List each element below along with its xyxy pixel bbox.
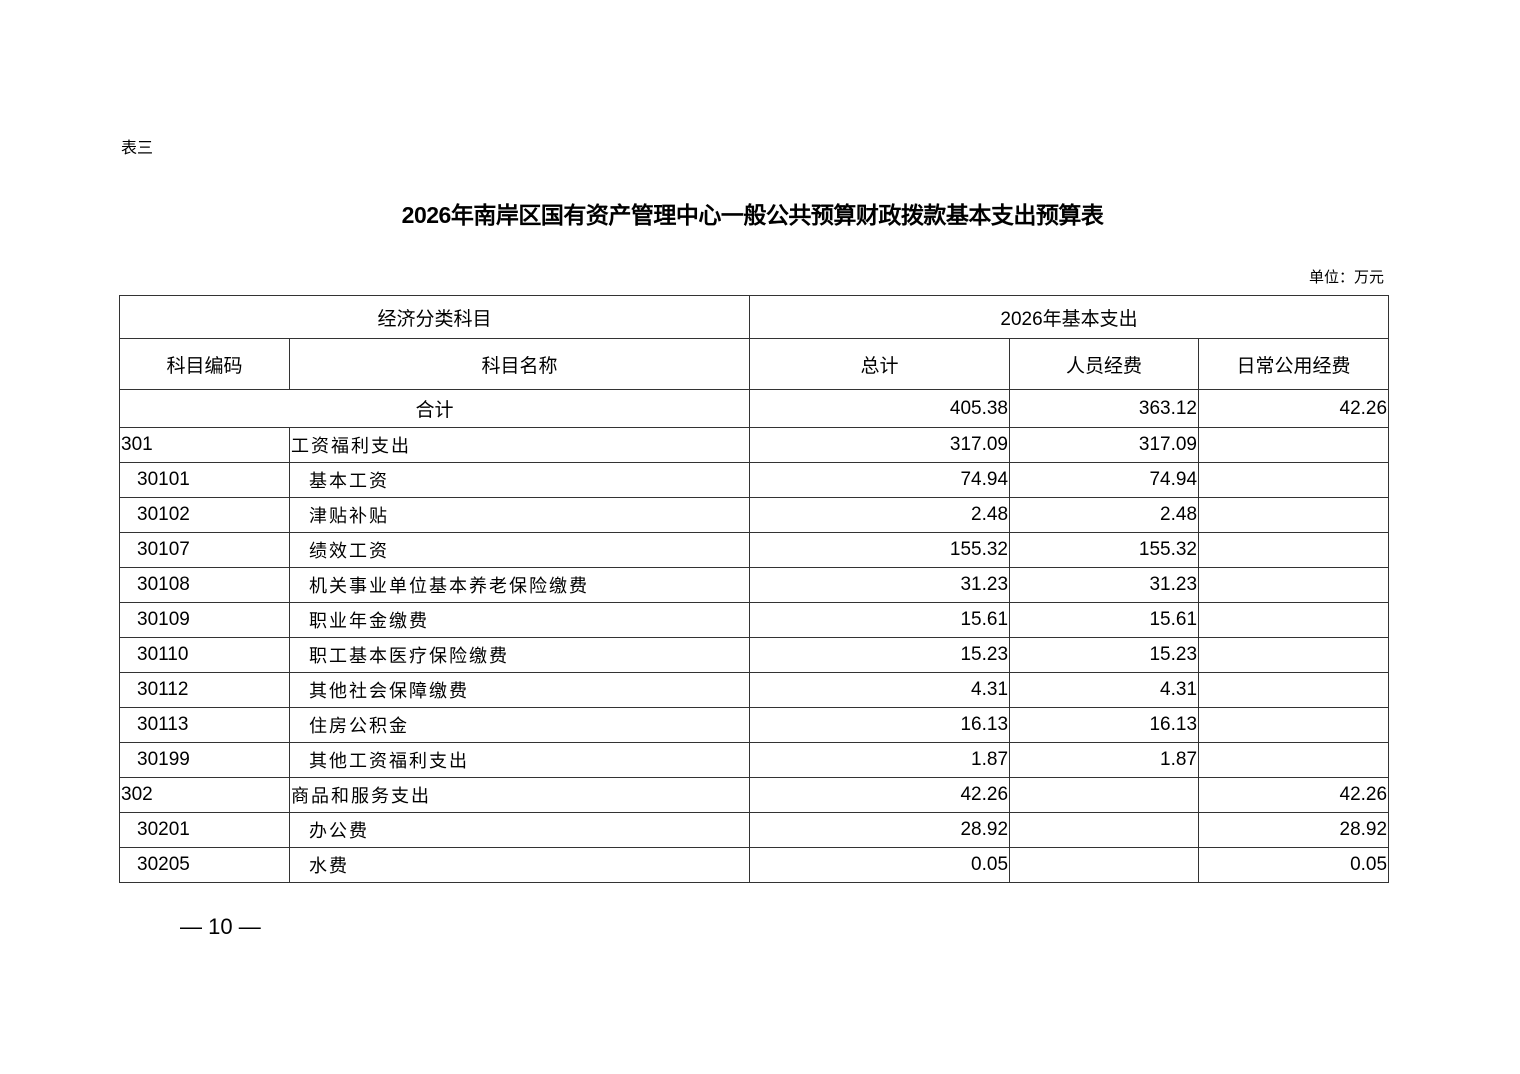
row-public <box>1198 672 1390 708</box>
row-personnel: 31.23 <box>1009 567 1200 603</box>
table-row: 30110 职工基本医疗保险缴费 15.23 15.23 <box>119 637 1390 673</box>
row-name: 绩效工资 <box>288 532 751 568</box>
row-total: 15.23 <box>749 637 1011 673</box>
row-code: 30110 <box>119 637 290 673</box>
header-personnel: 人员经费 <box>1009 338 1200 390</box>
row-name: 商品和服务支出 <box>288 777 751 813</box>
row-public: 28.92 <box>1198 812 1390 848</box>
row-code: 30109 <box>119 602 290 638</box>
row-public <box>1198 462 1390 498</box>
row-total: 2.48 <box>749 497 1011 533</box>
page-number: — 10 — <box>180 914 261 939</box>
row-public <box>1198 637 1390 673</box>
table-row: 30102 津贴补贴 2.48 2.48 <box>119 497 1390 533</box>
row-name: 职工基本医疗保险缴费 <box>288 637 751 673</box>
table-row: 30112 其他社会保障缴费 4.31 4.31 <box>119 672 1390 708</box>
row-total: 15.61 <box>749 602 1011 638</box>
unit-label: 单位：万元 <box>1308 268 1384 286</box>
budget-table: 经济分类科目 2026年基本支出 科目编码 科目名称 总计 人员经费 日常公用经… <box>118 295 1390 883</box>
row-name: 水费 <box>288 847 751 883</box>
row-personnel: 16.13 <box>1009 707 1200 743</box>
row-personnel: 155.32 <box>1009 532 1200 568</box>
row-personnel: 2.48 <box>1009 497 1200 533</box>
table-row: 301 工资福利支出 317.09 317.09 <box>119 427 1390 463</box>
row-name: 办公费 <box>288 812 751 848</box>
row-personnel <box>1009 777 1200 813</box>
row-name: 其他工资福利支出 <box>288 742 751 778</box>
total-personnel: 363.12 <box>1009 389 1200 428</box>
row-personnel: 15.23 <box>1009 637 1200 673</box>
table-row: 30109 职业年金缴费 15.61 15.61 <box>119 602 1390 638</box>
row-personnel: 74.94 <box>1009 462 1200 498</box>
total-public: 42.26 <box>1198 389 1390 428</box>
table-row: 30113 住房公积金 16.13 16.13 <box>119 707 1390 743</box>
row-public <box>1198 497 1390 533</box>
group-header-basic-expenditure: 2026年基本支出 <box>749 295 1390 339</box>
table-label: 表三 <box>121 138 154 157</box>
row-public <box>1198 567 1390 603</box>
row-name: 工资福利支出 <box>288 427 751 463</box>
row-name: 住房公积金 <box>288 707 751 743</box>
row-personnel: 1.87 <box>1009 742 1200 778</box>
row-code: 302 <box>119 777 290 813</box>
row-total: 31.23 <box>749 567 1011 603</box>
table-row: 302 商品和服务支出 42.26 42.26 <box>119 777 1390 813</box>
row-code: 30101 <box>119 462 290 498</box>
row-total: 155.32 <box>749 532 1011 568</box>
row-total: 317.09 <box>749 427 1011 463</box>
table-row: 30201 办公费 28.92 28.92 <box>119 812 1390 848</box>
row-name: 机关事业单位基本养老保险缴费 <box>288 567 751 603</box>
row-personnel: 4.31 <box>1009 672 1200 708</box>
row-total: 28.92 <box>749 812 1011 848</box>
row-name: 职业年金缴费 <box>288 602 751 638</box>
page-title: 2026年南岸区国有资产管理中心一般公共预算财政拨款基本支出预算表 <box>401 202 1104 228</box>
table-row: 30205 水费 0.05 0.05 <box>119 847 1390 883</box>
row-public <box>1198 532 1390 568</box>
row-personnel: 15.61 <box>1009 602 1200 638</box>
total-row: 合计 405.38 363.12 42.26 <box>118 389 1390 428</box>
row-code: 30102 <box>119 497 290 533</box>
header-row: 科目编码 科目名称 总计 人员经费 日常公用经费 <box>119 338 1390 390</box>
table-row: 30199 其他工资福利支出 1.87 1.87 <box>119 742 1390 778</box>
row-name: 基本工资 <box>288 462 751 498</box>
row-code: 30112 <box>119 672 290 708</box>
row-total: 42.26 <box>749 777 1011 813</box>
group-header-row: 经济分类科目 2026年基本支出 <box>118 295 1390 339</box>
row-name: 其他社会保障缴费 <box>288 672 751 708</box>
row-personnel: 317.09 <box>1009 427 1200 463</box>
row-public <box>1198 427 1390 463</box>
header-code: 科目编码 <box>119 338 290 390</box>
row-public: 42.26 <box>1198 777 1390 813</box>
row-total: 0.05 <box>749 847 1011 883</box>
table-row: 30101 基本工资 74.94 74.94 <box>119 462 1390 498</box>
total-label: 合计 <box>118 389 751 428</box>
row-total: 16.13 <box>749 707 1011 743</box>
header-name: 科目名称 <box>288 338 751 390</box>
header-public: 日常公用经费 <box>1198 338 1390 390</box>
row-code: 30199 <box>119 742 290 778</box>
group-header-classification: 经济分类科目 <box>118 295 751 339</box>
row-code: 30205 <box>119 847 290 883</box>
header-total: 总计 <box>749 338 1011 390</box>
table-row: 30107 绩效工资 155.32 155.32 <box>119 532 1390 568</box>
row-public: 0.05 <box>1198 847 1390 883</box>
row-personnel <box>1009 847 1200 883</box>
row-personnel <box>1009 812 1200 848</box>
row-public <box>1198 602 1390 638</box>
row-code: 30113 <box>119 707 290 743</box>
row-name: 津贴补贴 <box>288 497 751 533</box>
total-total: 405.38 <box>749 389 1011 428</box>
row-total: 1.87 <box>749 742 1011 778</box>
row-public <box>1198 742 1390 778</box>
row-public <box>1198 707 1390 743</box>
table-row: 30108 机关事业单位基本养老保险缴费 31.23 31.23 <box>119 567 1390 603</box>
row-code: 30107 <box>119 532 290 568</box>
row-code: 301 <box>119 427 290 463</box>
row-code: 30201 <box>119 812 290 848</box>
row-total: 74.94 <box>749 462 1011 498</box>
row-total: 4.31 <box>749 672 1011 708</box>
row-code: 30108 <box>119 567 290 603</box>
